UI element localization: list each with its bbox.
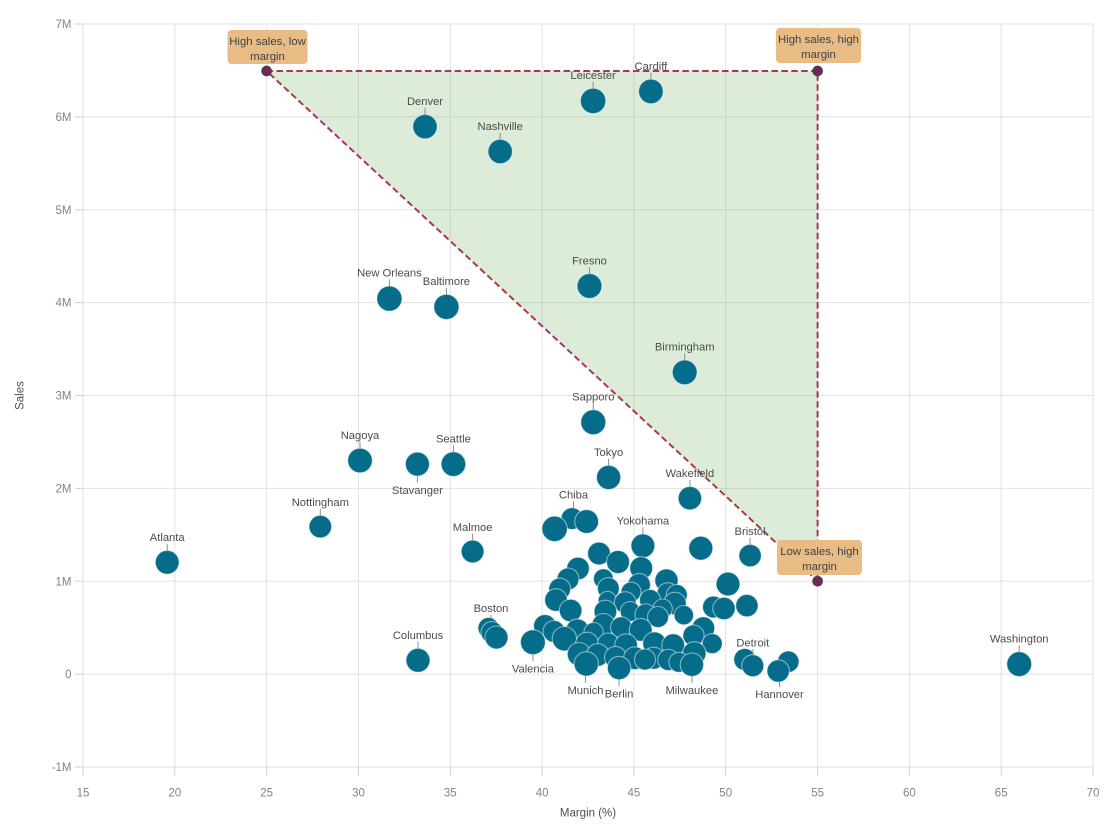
svg-text:High sales, high: High sales, high — [778, 34, 859, 46]
svg-text:Detroit: Detroit — [736, 637, 770, 649]
svg-text:margin: margin — [802, 561, 837, 573]
svg-text:4M: 4M — [56, 298, 72, 310]
svg-text:-1M: -1M — [52, 762, 72, 774]
svg-text:Cardiff: Cardiff — [635, 61, 669, 73]
svg-text:2M: 2M — [56, 484, 72, 496]
svg-text:Nagoya: Nagoya — [341, 430, 380, 442]
svg-text:3M: 3M — [56, 391, 72, 403]
svg-text:Seattle: Seattle — [436, 434, 471, 446]
svg-text:60: 60 — [903, 788, 916, 800]
svg-text:Chiba: Chiba — [559, 489, 589, 501]
svg-text:45: 45 — [628, 788, 641, 800]
svg-text:Nashville: Nashville — [478, 121, 523, 133]
svg-text:Bristol: Bristol — [735, 526, 766, 538]
svg-text:35: 35 — [444, 788, 457, 800]
svg-text:0: 0 — [65, 669, 71, 681]
svg-text:65: 65 — [995, 788, 1008, 800]
svg-text:Baltimore: Baltimore — [423, 276, 470, 288]
svg-text:1M: 1M — [56, 576, 72, 588]
svg-text:Sapporo: Sapporo — [572, 391, 614, 403]
svg-text:Berlin: Berlin — [605, 688, 634, 700]
svg-text:70: 70 — [1087, 788, 1100, 800]
svg-text:Stavanger: Stavanger — [392, 485, 443, 497]
svg-text:Munich: Munich — [567, 685, 603, 697]
svg-text:Valencia: Valencia — [512, 663, 555, 675]
svg-text:7M: 7M — [56, 19, 72, 31]
svg-text:Margin (%): Margin (%) — [560, 808, 616, 820]
svg-text:New Orleans: New Orleans — [357, 268, 422, 280]
svg-text:5M: 5M — [56, 205, 72, 217]
svg-text:Tokyo: Tokyo — [594, 447, 623, 459]
svg-text:Boston: Boston — [474, 603, 509, 615]
svg-text:Sales: Sales — [15, 381, 27, 410]
svg-text:25: 25 — [260, 788, 273, 800]
svg-text:Yokohama: Yokohama — [617, 516, 670, 528]
svg-text:20: 20 — [168, 788, 181, 800]
svg-text:Washington: Washington — [990, 633, 1049, 645]
svg-text:Atlanta: Atlanta — [150, 532, 186, 544]
svg-text:Leicester: Leicester — [570, 70, 616, 82]
svg-text:55: 55 — [811, 788, 824, 800]
svg-text:6M: 6M — [56, 112, 72, 124]
svg-text:margin: margin — [801, 49, 836, 61]
svg-text:50: 50 — [719, 788, 732, 800]
svg-text:Malmoe: Malmoe — [453, 522, 493, 534]
svg-text:Denver: Denver — [407, 96, 443, 108]
svg-text:15: 15 — [77, 788, 90, 800]
svg-text:30: 30 — [352, 788, 365, 800]
svg-text:Hannover: Hannover — [755, 689, 804, 701]
svg-text:High sales, low: High sales, low — [229, 36, 306, 48]
svg-text:Low sales, high: Low sales, high — [780, 546, 859, 558]
svg-text:Columbus: Columbus — [393, 630, 444, 642]
svg-text:Milwaukee: Milwaukee — [665, 685, 718, 697]
svg-text:Fresno: Fresno — [572, 255, 607, 267]
svg-text:Nottingham: Nottingham — [292, 497, 349, 509]
svg-text:40: 40 — [536, 788, 549, 800]
svg-text:margin: margin — [250, 51, 285, 63]
svg-text:Wakefield: Wakefield — [666, 468, 715, 480]
svg-text:Birmingham: Birmingham — [655, 342, 715, 354]
